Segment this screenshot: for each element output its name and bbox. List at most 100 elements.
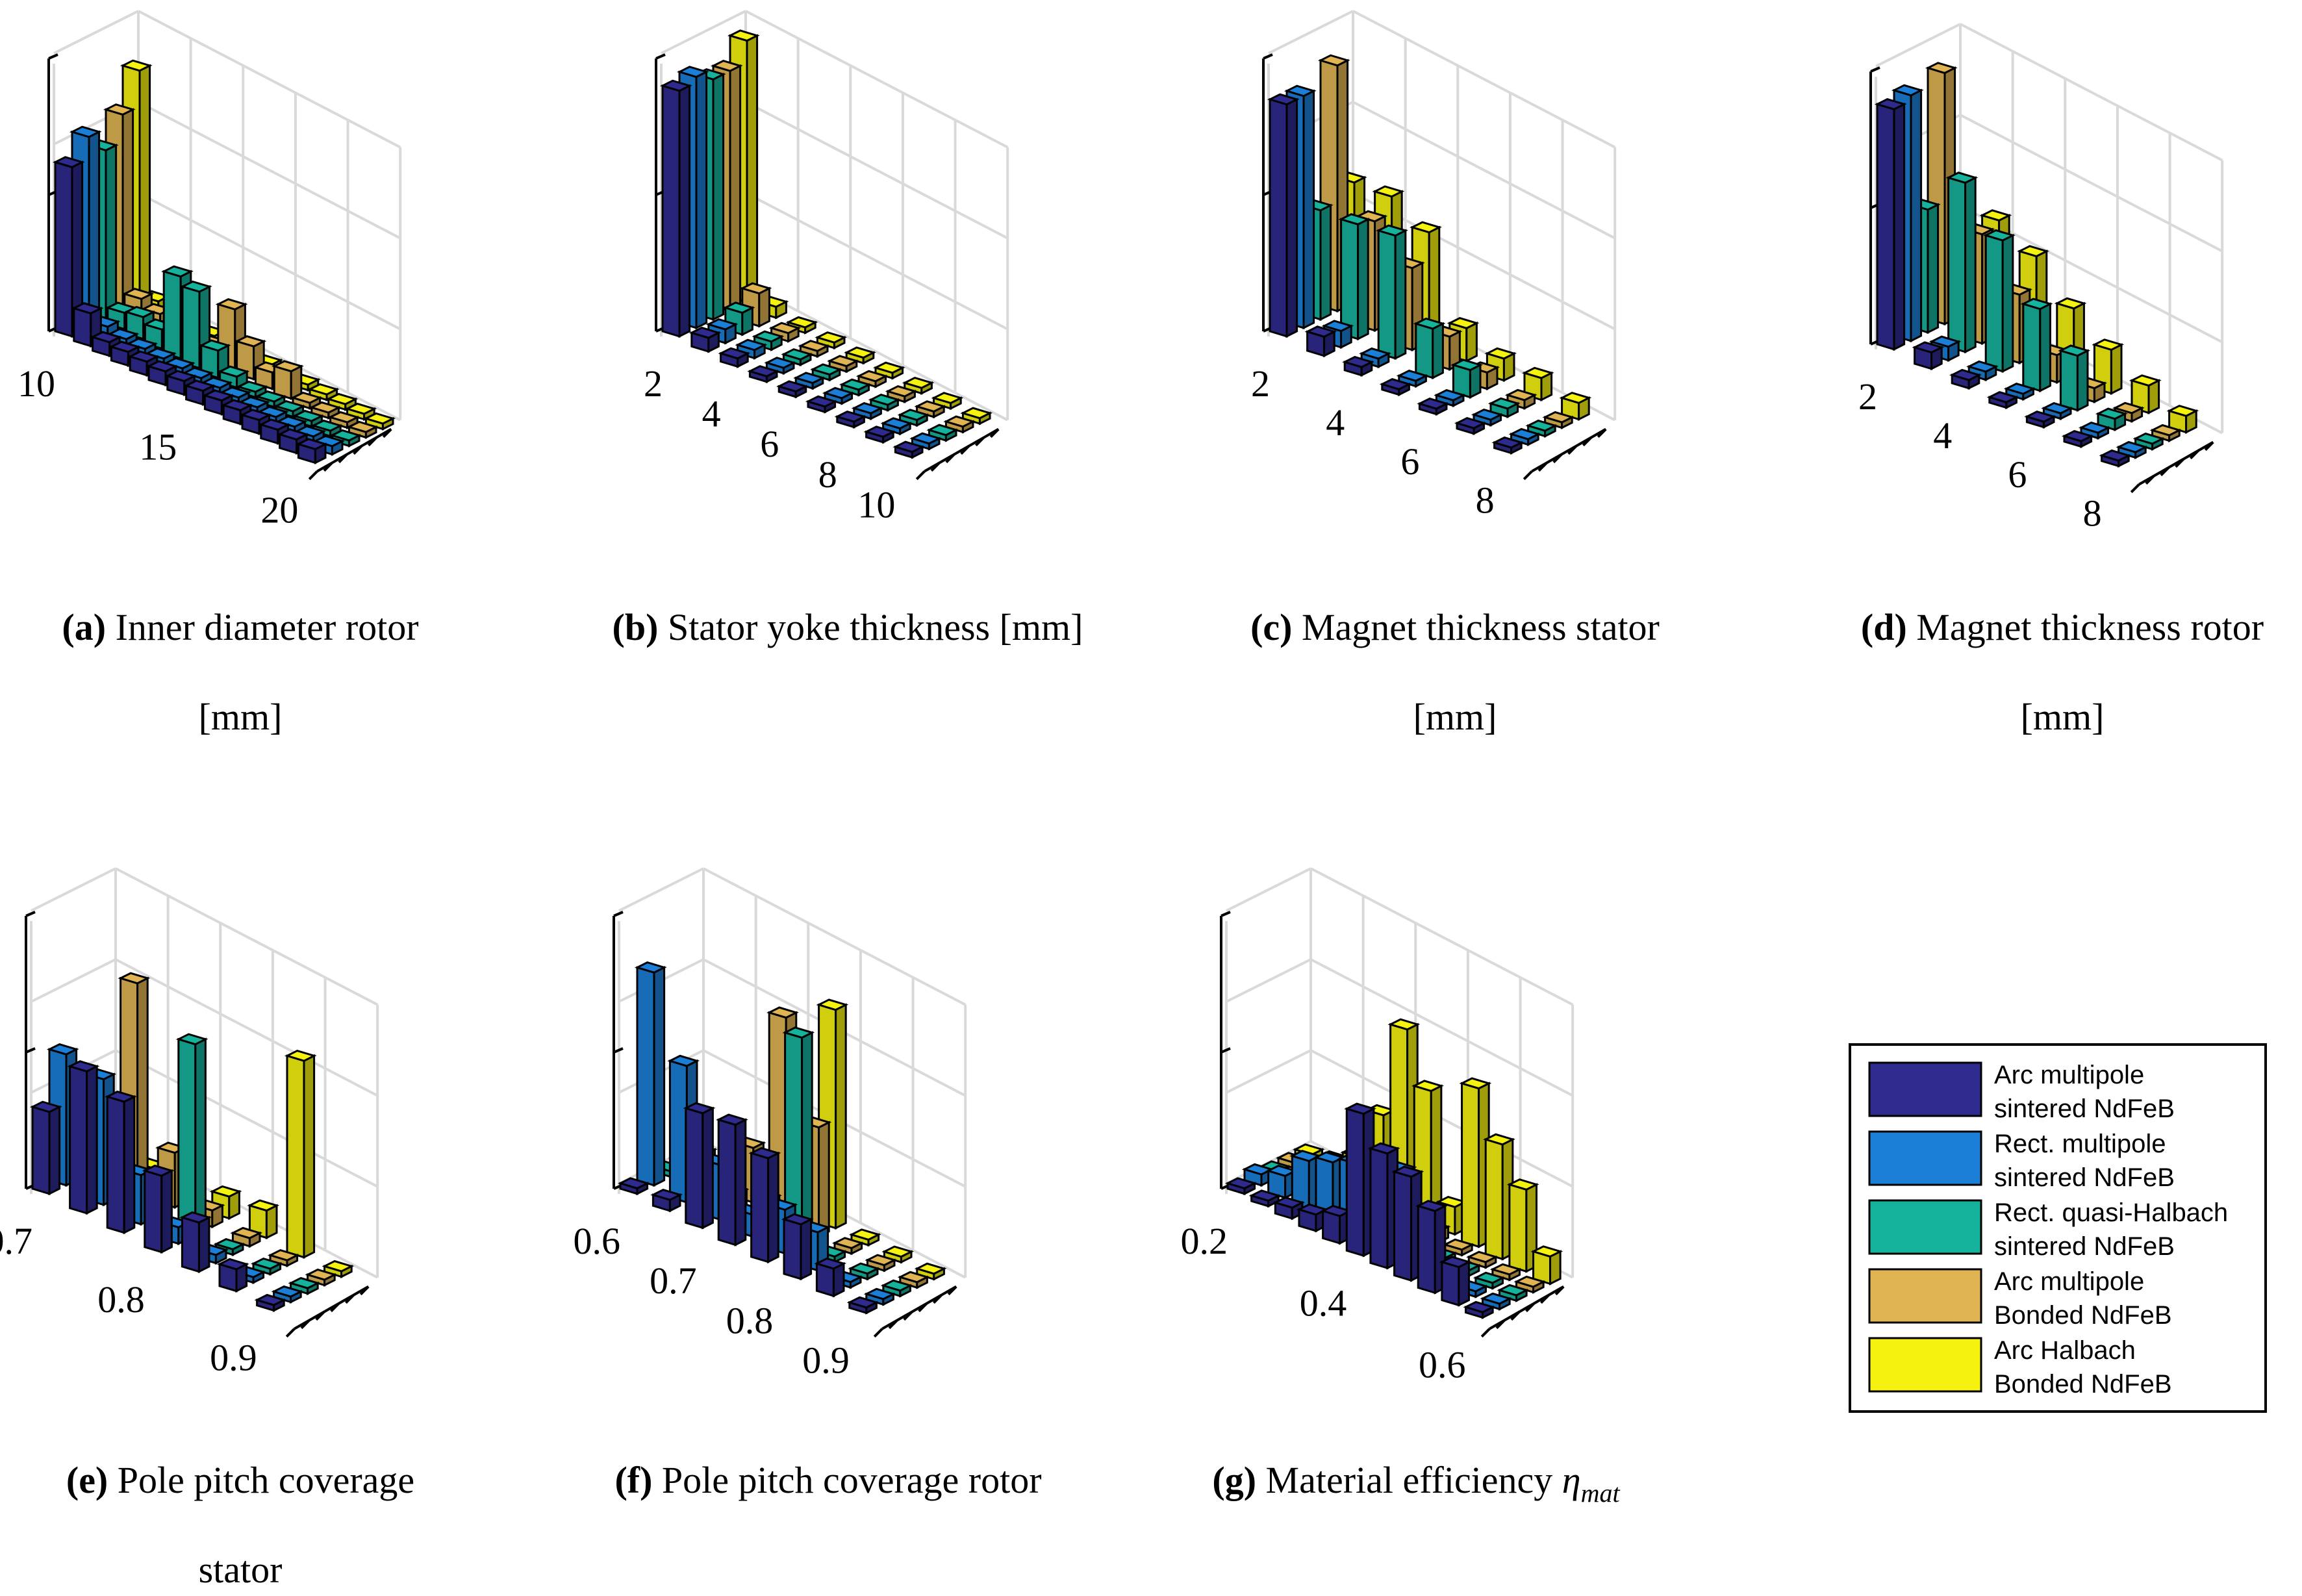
x-tick-label: 0.4 [1300,1282,1347,1324]
bar-top [781,1213,814,1226]
bar-top [247,1199,280,1212]
bar-side [653,965,666,1187]
caption-d-line2: [mm] [2021,696,2105,738]
bar [1508,427,1541,446]
bar-top [943,415,976,428]
legend-label-line2: Bonded NdFeB [1994,1370,2172,1399]
bar [752,330,785,351]
bar [793,372,826,390]
bar-side [758,286,770,328]
bar-top [221,399,253,412]
bar-top [816,998,849,1011]
bar-top [722,301,755,314]
caption-a-line2: [mm] [199,696,283,738]
bar [230,1226,263,1248]
bar-top [659,79,692,92]
bar-top [716,1113,748,1126]
bar-top [897,1271,930,1284]
y-tick [344,1294,355,1304]
legend-swatch [1868,1337,1982,1393]
bar-face [1441,1260,1460,1307]
bar-face [661,84,681,338]
bar-side [194,1037,207,1237]
bar-top [718,347,751,360]
bar-top [52,156,85,169]
panel-f: 0.6 0.7 0.8 0.9 [574,867,967,1381]
grid-line [1226,867,1311,912]
bar-top [1267,93,1300,106]
bar-face [286,1054,305,1259]
x-tick-label: 2 [1858,375,1877,418]
bar [1497,1284,1530,1302]
bar-side [1893,102,1906,351]
bar-top [2092,338,2125,351]
bar [296,438,329,464]
bar [1267,93,1300,338]
bar-top [1471,408,1504,421]
bar [1417,398,1450,416]
y-tick [915,470,926,481]
y-tick [1597,428,1607,438]
x-tick-label: 0.9 [802,1339,850,1381]
bar-top [909,432,942,445]
bar-top [1874,97,1907,110]
bar [855,370,889,388]
legend-swatch [1868,1199,1982,1255]
bar [722,301,755,336]
y-tick [2130,483,2140,494]
caption-g: (g) Material efficiency ηmat [1212,1459,1620,1508]
bar-side [48,1105,61,1196]
bar [288,373,321,392]
bar-face [181,285,201,370]
bar-top [2166,405,2199,417]
bar-face [144,1169,163,1254]
bar-side [303,1054,316,1259]
bar-top [885,385,918,398]
caption-f: (f) Pole pitch coverage rotor [614,1459,1041,1501]
bar-top [931,392,964,405]
bar-top [1321,320,1354,333]
grid-line [31,958,116,1003]
bar [634,961,667,1187]
bar [834,410,867,429]
y-tick [974,437,985,447]
bar-top [161,265,194,278]
x-tick-label: 6 [1400,440,1419,483]
bar-top [848,1262,881,1275]
bar-top [960,407,993,420]
bar [2132,432,2166,451]
caption-c-line2: [mm] [1413,696,1497,738]
bar [1491,436,1524,455]
bar-face [2059,349,2079,412]
y-tick [338,453,348,464]
bar-face [668,1059,688,1204]
bar [781,348,814,367]
legend-label-line2: Bonded NdFeB [1994,1301,2172,1330]
bar [254,1293,287,1312]
bar [67,1060,100,1215]
bar-top [1367,1142,1400,1155]
x-tick-label: 0.8 [726,1299,774,1341]
bar-side [1910,88,1923,343]
bar [814,1257,847,1298]
x-tick-label: 0.2 [1181,1220,1228,1262]
bar-top [798,340,831,352]
bar-side [712,72,725,322]
bar [1949,368,1982,390]
bar [1411,1080,1444,1224]
bar-top [2116,440,2149,453]
bar-top [1463,1300,1496,1313]
bar [1912,341,1945,371]
bar-face [685,1106,704,1230]
bar-top [782,1026,815,1039]
bar-top [1342,355,1374,368]
bar [1945,171,1979,354]
legend-label-line2: sintered NdFeB [1994,1163,2175,1192]
bar-top [179,280,212,293]
y-tick [315,1311,325,1321]
bar [1463,1300,1496,1319]
y-tick [323,462,333,472]
bar [1504,388,1537,410]
bar-top [1344,1102,1376,1115]
bar [1874,97,1907,351]
